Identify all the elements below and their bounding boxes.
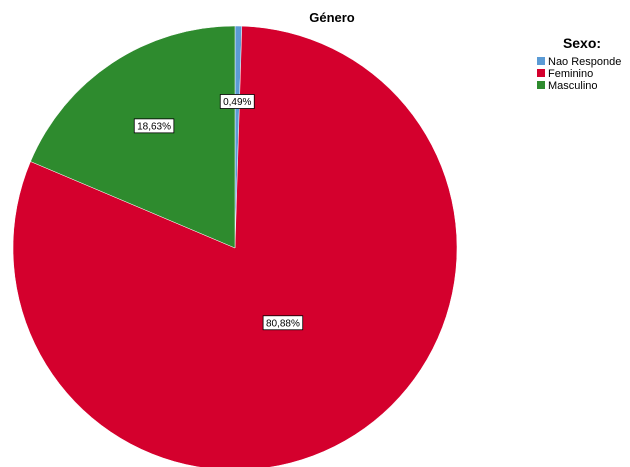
slice-label-text: 18,63% bbox=[137, 121, 171, 132]
legend-swatch bbox=[537, 81, 545, 89]
legend-swatch bbox=[537, 69, 545, 77]
slice-label: 18,63% bbox=[133, 118, 175, 134]
slice-label: 0,49% bbox=[219, 94, 255, 109]
legend-item: Nao Responde bbox=[537, 56, 621, 68]
pie-slice-masculino bbox=[30, 25, 236, 249]
legend-item: Masculino bbox=[537, 80, 598, 92]
legend-label: Masculino bbox=[548, 80, 598, 92]
pie-slice-feminino bbox=[12, 25, 458, 467]
legend-label: Feminino bbox=[548, 68, 593, 80]
slice-labels: 0,49% 80,88% 18,63% bbox=[133, 94, 304, 331]
slice-label-box bbox=[219, 94, 255, 109]
pie-slices bbox=[12, 25, 458, 467]
slice-label: 80,88% bbox=[262, 315, 304, 331]
legend-title: Sexo: bbox=[563, 35, 601, 51]
legend-label: Nao Responde bbox=[548, 56, 621, 68]
legend-item: Feminino bbox=[537, 68, 593, 80]
slice-label-box bbox=[133, 118, 175, 134]
legend-swatch bbox=[537, 57, 545, 65]
slice-label-text: 80,88% bbox=[266, 318, 300, 329]
slice-label-text: 0,49% bbox=[223, 97, 251, 108]
chart-title: Género bbox=[309, 10, 355, 25]
slice-label-box bbox=[262, 315, 304, 331]
